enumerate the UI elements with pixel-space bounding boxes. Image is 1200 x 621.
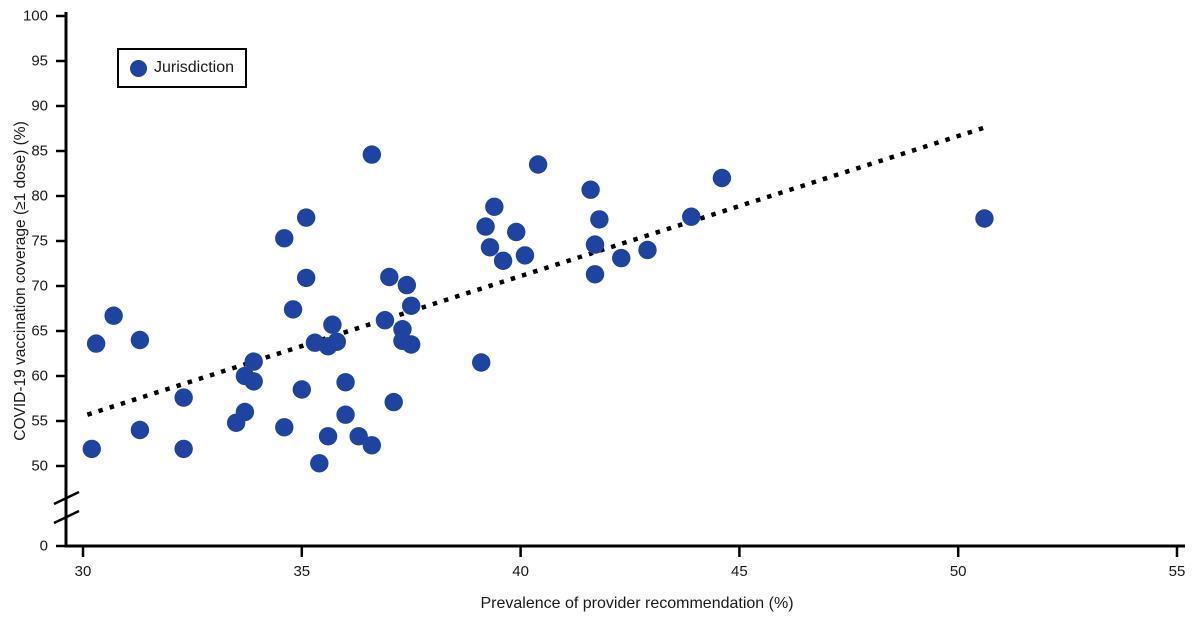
data-point [384,392,403,412]
data-point [283,300,303,319]
data-point [380,267,399,287]
y-tick-label: 95 [31,53,48,70]
data-point [975,209,994,228]
y-tick-label: 70 [31,278,48,295]
y-tick-label: 80 [31,188,48,205]
trend-line [86,125,986,417]
y-tick-label-zero: 0 [40,538,48,555]
data-point [507,222,526,242]
y-tick-label: 75 [31,233,48,250]
x-tick-label: 45 [731,563,748,580]
data-point [336,405,355,424]
data-point [327,332,347,351]
data-point [130,420,150,440]
data-point [397,275,417,295]
data-point [581,180,600,199]
data-point [362,436,382,455]
data-point [638,240,657,260]
data-point [493,251,513,270]
x-tick-label: 55 [1169,563,1186,580]
data-point [585,235,605,254]
y-tick-label: 90 [31,98,48,115]
data-point [244,372,263,391]
data-point [104,306,123,325]
data-point [275,418,294,437]
data-point [349,427,368,446]
data-point [480,238,500,257]
data-point [515,246,535,265]
data-point [612,248,631,268]
y-tick-label: 55 [31,413,48,430]
data-point [712,168,732,188]
y-axis-title: COVID-19 vaccination coverage (≥1 dose) … [12,121,29,441]
data-point [310,454,329,473]
data-point [585,265,605,284]
data-point [296,208,316,227]
data-point [402,335,421,354]
data-point [590,210,609,229]
data-point [375,311,395,330]
data-point [323,315,342,334]
y-tick-label: 50 [31,458,48,475]
data-point [174,439,193,459]
data-point [275,229,294,248]
data-point [362,145,382,164]
data-point [476,217,495,236]
data-point [130,330,150,350]
x-axis-title: Prevalence of provider recommendation (%… [480,595,794,612]
data-point [485,197,504,216]
y-tick-label: 85 [31,143,48,160]
axis-break-mark [53,509,80,525]
y-tick-label: 60 [31,368,48,385]
x-tick-label: 50 [950,563,967,580]
data-point [244,352,263,371]
axis-break-mark [53,490,80,506]
legend: Jurisdiction [117,48,247,88]
data-point [82,439,101,459]
data-point [235,402,255,422]
data-point [296,268,316,288]
data-point [682,207,701,226]
data-point [402,296,421,315]
data-point [472,353,491,372]
data-point [528,155,548,174]
y-tick-label: 100 [23,8,48,25]
data-point [174,388,193,407]
data-point [318,427,338,446]
data-point [336,373,355,392]
legend-label: Jurisdiction [154,59,235,76]
legend-marker-icon [130,59,147,77]
x-tick-label: 30 [75,563,92,580]
y-tick-label: 65 [31,323,48,340]
data-point [86,334,106,353]
x-tick-label: 40 [512,563,529,580]
x-tick-label: 35 [293,563,310,580]
data-point [292,380,311,399]
